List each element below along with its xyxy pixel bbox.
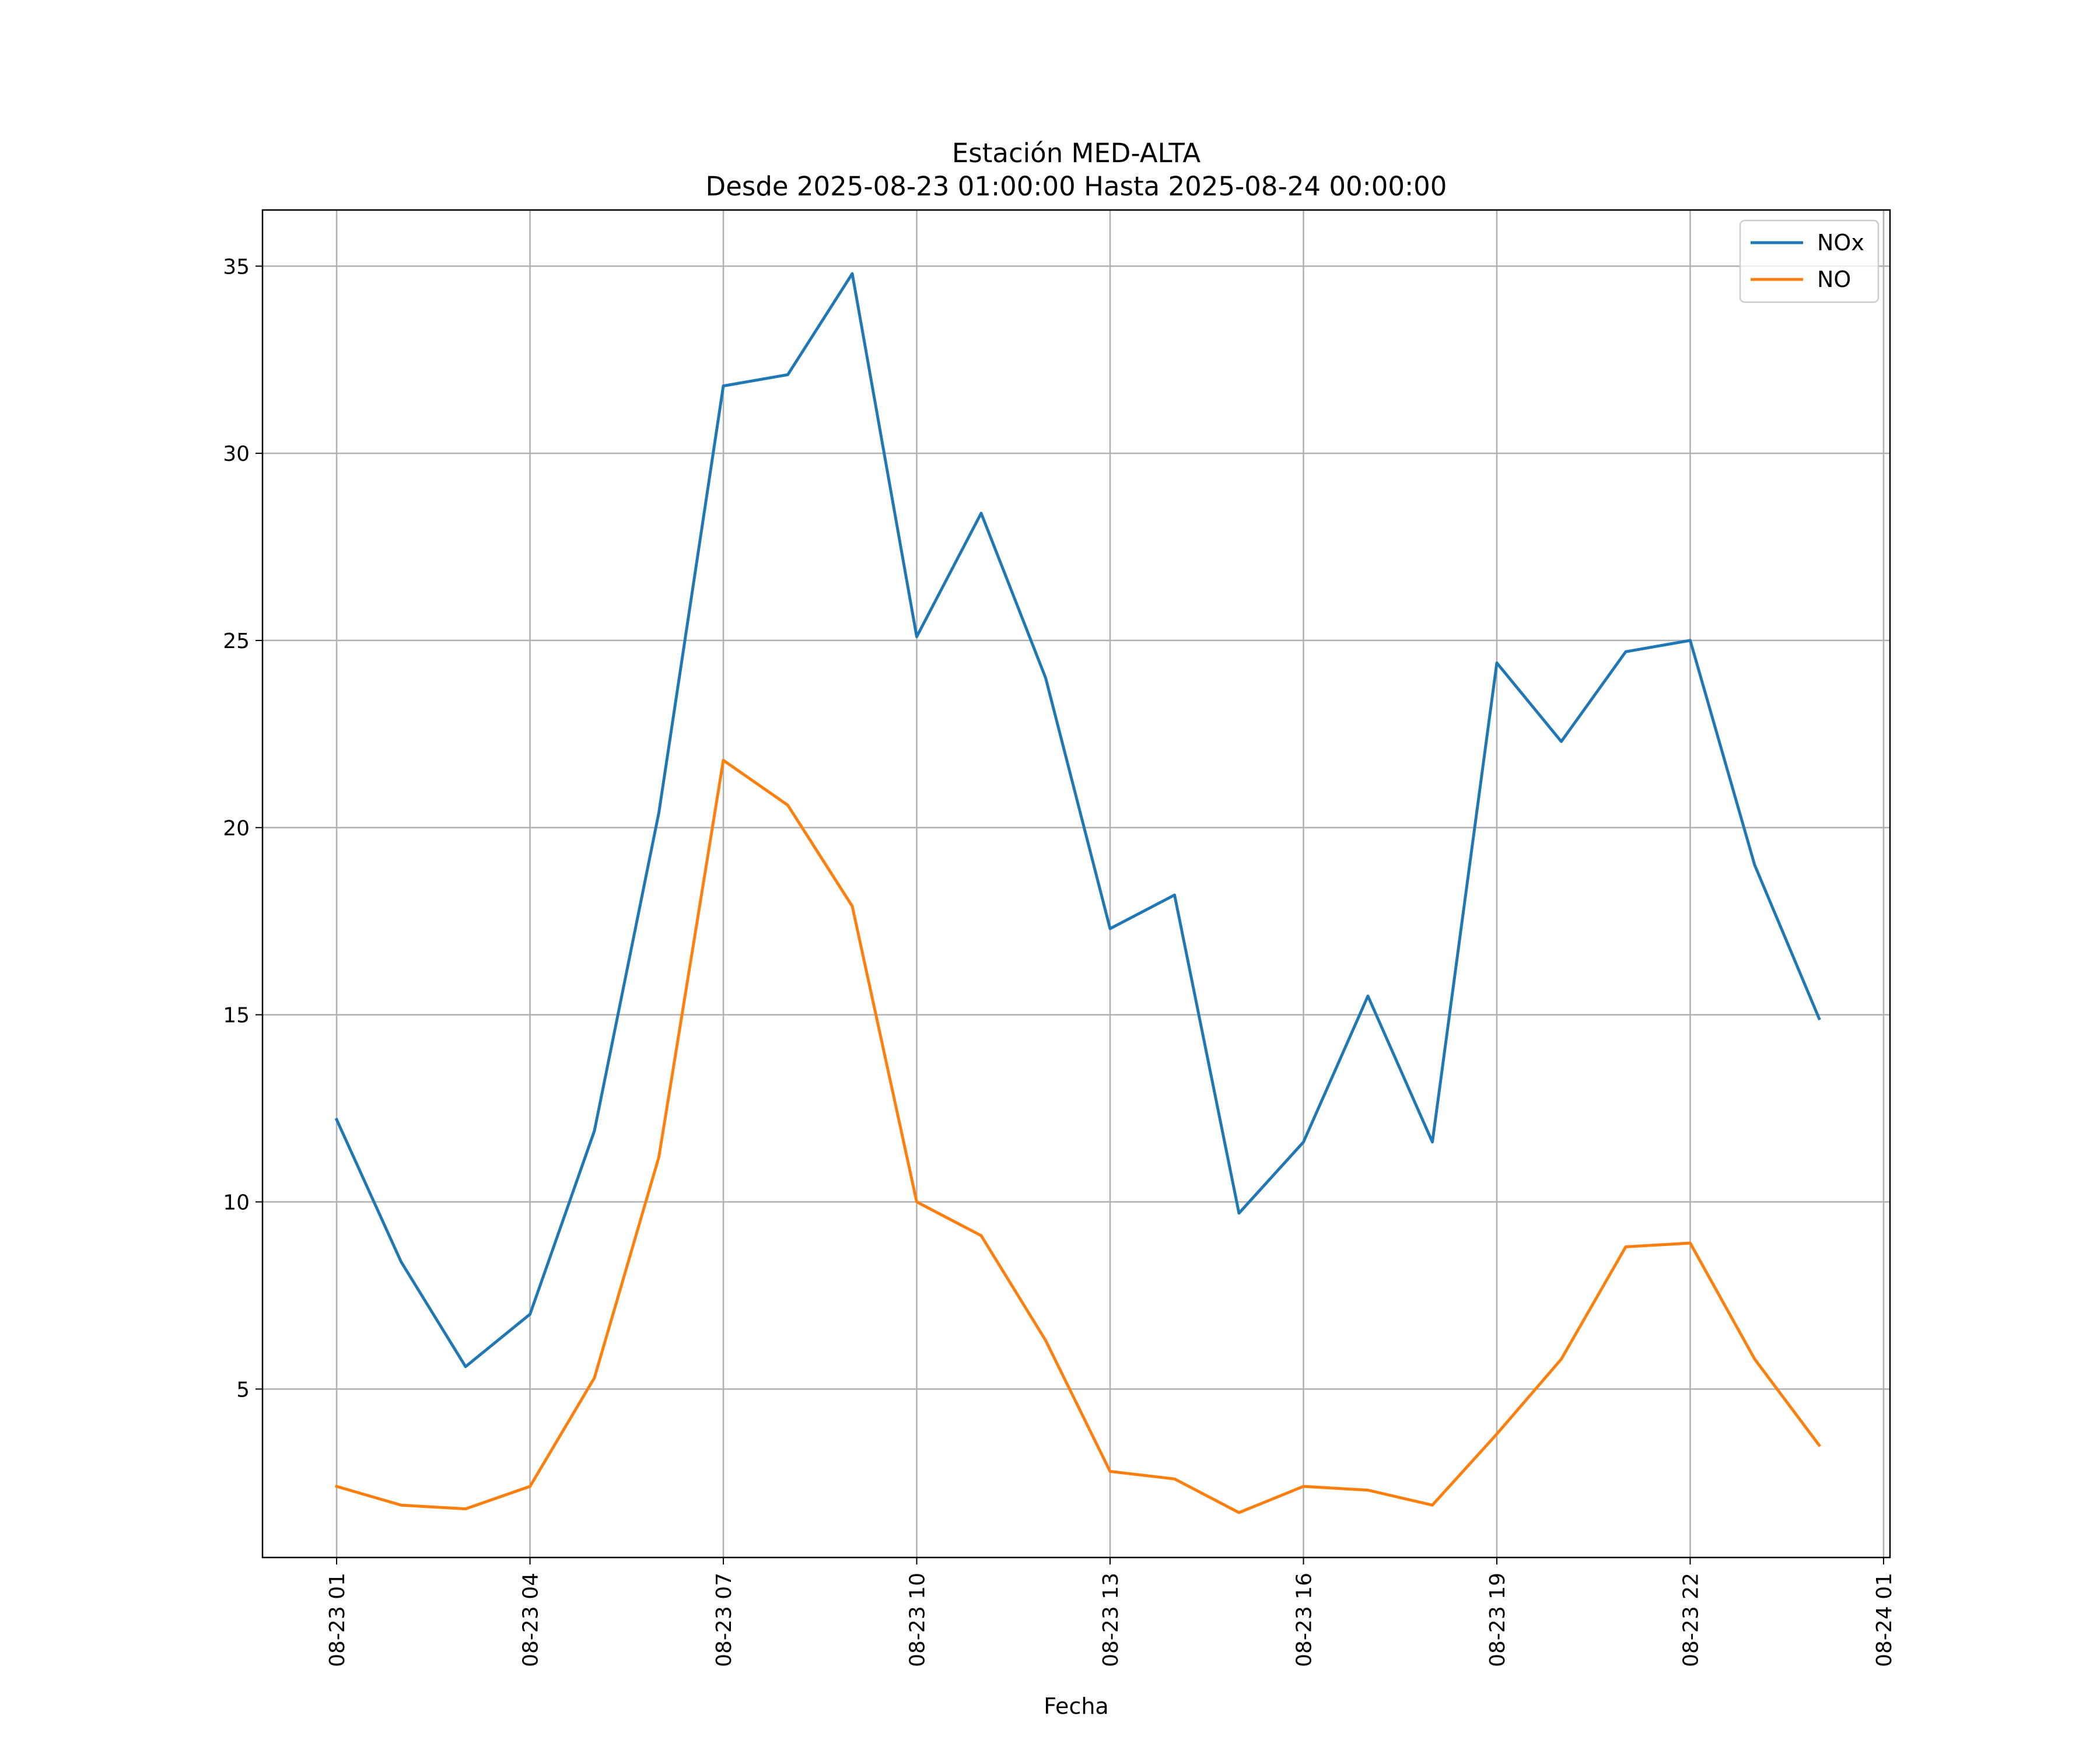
x-tick-label: 08-23 13 [1099, 1573, 1123, 1667]
legend-label-no: NO [1817, 267, 1851, 292]
x-tick-label: 08-24 01 [1873, 1573, 1896, 1667]
y-tick-label: 35 [223, 255, 250, 279]
legend-box [1739, 219, 1880, 303]
series-line-no [335, 758, 1821, 1514]
chart-title: Estación MED-ALTA [952, 138, 1201, 169]
y-tick-label: 25 [223, 629, 250, 653]
x-tick-label: 08-23 04 [519, 1573, 543, 1667]
grid-layer [262, 210, 1890, 1558]
tick-layer: 08-23 01 08-23 04 08-23 07 08-23 10 08-23 13… [223, 255, 1896, 1667]
y-tick-label: 20 [223, 817, 250, 841]
legend-label-nox: NOx [1817, 230, 1864, 256]
x-tick-label: 08-23 07 [712, 1573, 736, 1667]
x-axis-label: Fecha [1044, 1693, 1108, 1719]
chart-subtitle: Desde 2025-08-23 01:00:00 Hasta 2025-08-… [706, 171, 1447, 202]
series-line-nox [334, 272, 1821, 1368]
y-tick-label: 5 [236, 1378, 250, 1402]
x-tick-label: 08-23 16 [1292, 1573, 1316, 1667]
x-tick-label: 08-23 22 [1679, 1573, 1703, 1667]
plot-frame [261, 209, 1891, 1559]
y-tick-label: 15 [223, 1004, 250, 1028]
y-tick-label: 30 [223, 442, 250, 466]
x-tick-label: 08-23 10 [906, 1573, 930, 1667]
legend[interactable]: NOx NO [1739, 219, 1880, 303]
y-tick-label: 10 [223, 1191, 250, 1214]
x-tick-label: 08-23 19 [1486, 1573, 1510, 1667]
series-layer [334, 272, 1821, 1514]
x-tick-label: 08-23 01 [326, 1573, 349, 1667]
